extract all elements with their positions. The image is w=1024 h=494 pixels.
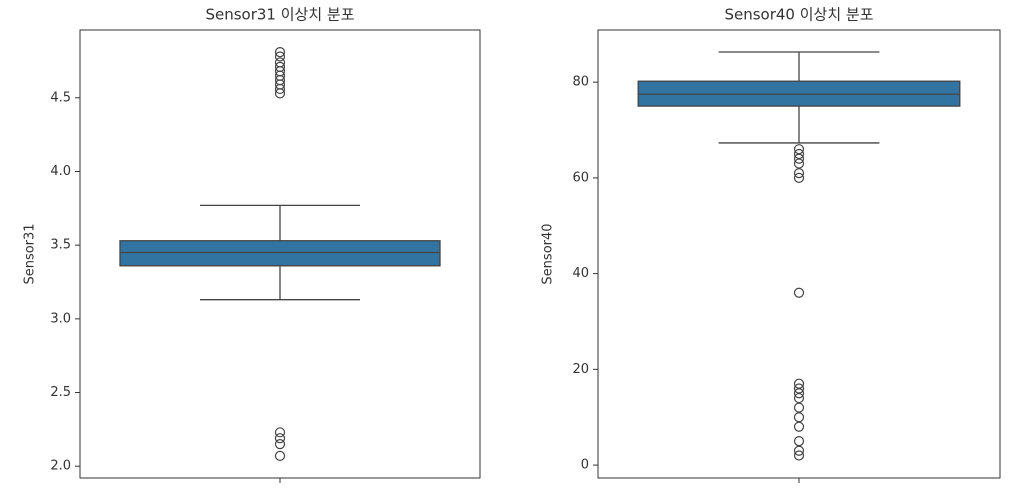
- outlier: [274, 433, 286, 444]
- outlier: [274, 57, 286, 68]
- outlier: [793, 436, 805, 447]
- outlier: [274, 439, 286, 450]
- y-tick-label: 3.0: [50, 311, 71, 326]
- axes-frame: [79, 29, 481, 479]
- y-tick-label: 2.0: [50, 459, 71, 474]
- outlier: [793, 450, 805, 461]
- y-tick-label: 3.5: [50, 238, 71, 253]
- outlier: [274, 61, 286, 72]
- axes-frame: [597, 29, 1001, 479]
- outlier: [793, 388, 805, 399]
- y-tick-label: 0: [581, 458, 589, 473]
- y-tick-label: 4.0: [50, 164, 71, 179]
- y-tick-label: 60: [572, 170, 589, 185]
- y-axis-label: Sensor31: [23, 223, 38, 284]
- outlier: [274, 450, 286, 461]
- chart-title: Sensor40 이상치 분포: [724, 6, 873, 24]
- outlier: [274, 427, 286, 438]
- y-axis-label: Sensor40: [541, 223, 556, 284]
- box: [119, 240, 441, 267]
- outlier: [793, 153, 805, 164]
- outlier: [793, 172, 805, 183]
- outlier: [793, 168, 805, 179]
- chart-title: Sensor31 이상치 분포: [205, 6, 354, 24]
- y-tick-label: 40: [572, 266, 589, 281]
- y-tick-label: 20: [572, 362, 589, 377]
- outlier: [793, 402, 805, 413]
- outlier: [274, 47, 286, 58]
- y-tick-label: 4.5: [50, 90, 71, 105]
- outlier: [793, 445, 805, 456]
- y-tick-label: 2.5: [50, 385, 71, 400]
- outlier: [793, 421, 805, 432]
- outlier: [274, 51, 286, 62]
- outlier: [793, 287, 805, 298]
- y-tick-label: 80: [572, 75, 589, 90]
- outlier: [793, 412, 805, 423]
